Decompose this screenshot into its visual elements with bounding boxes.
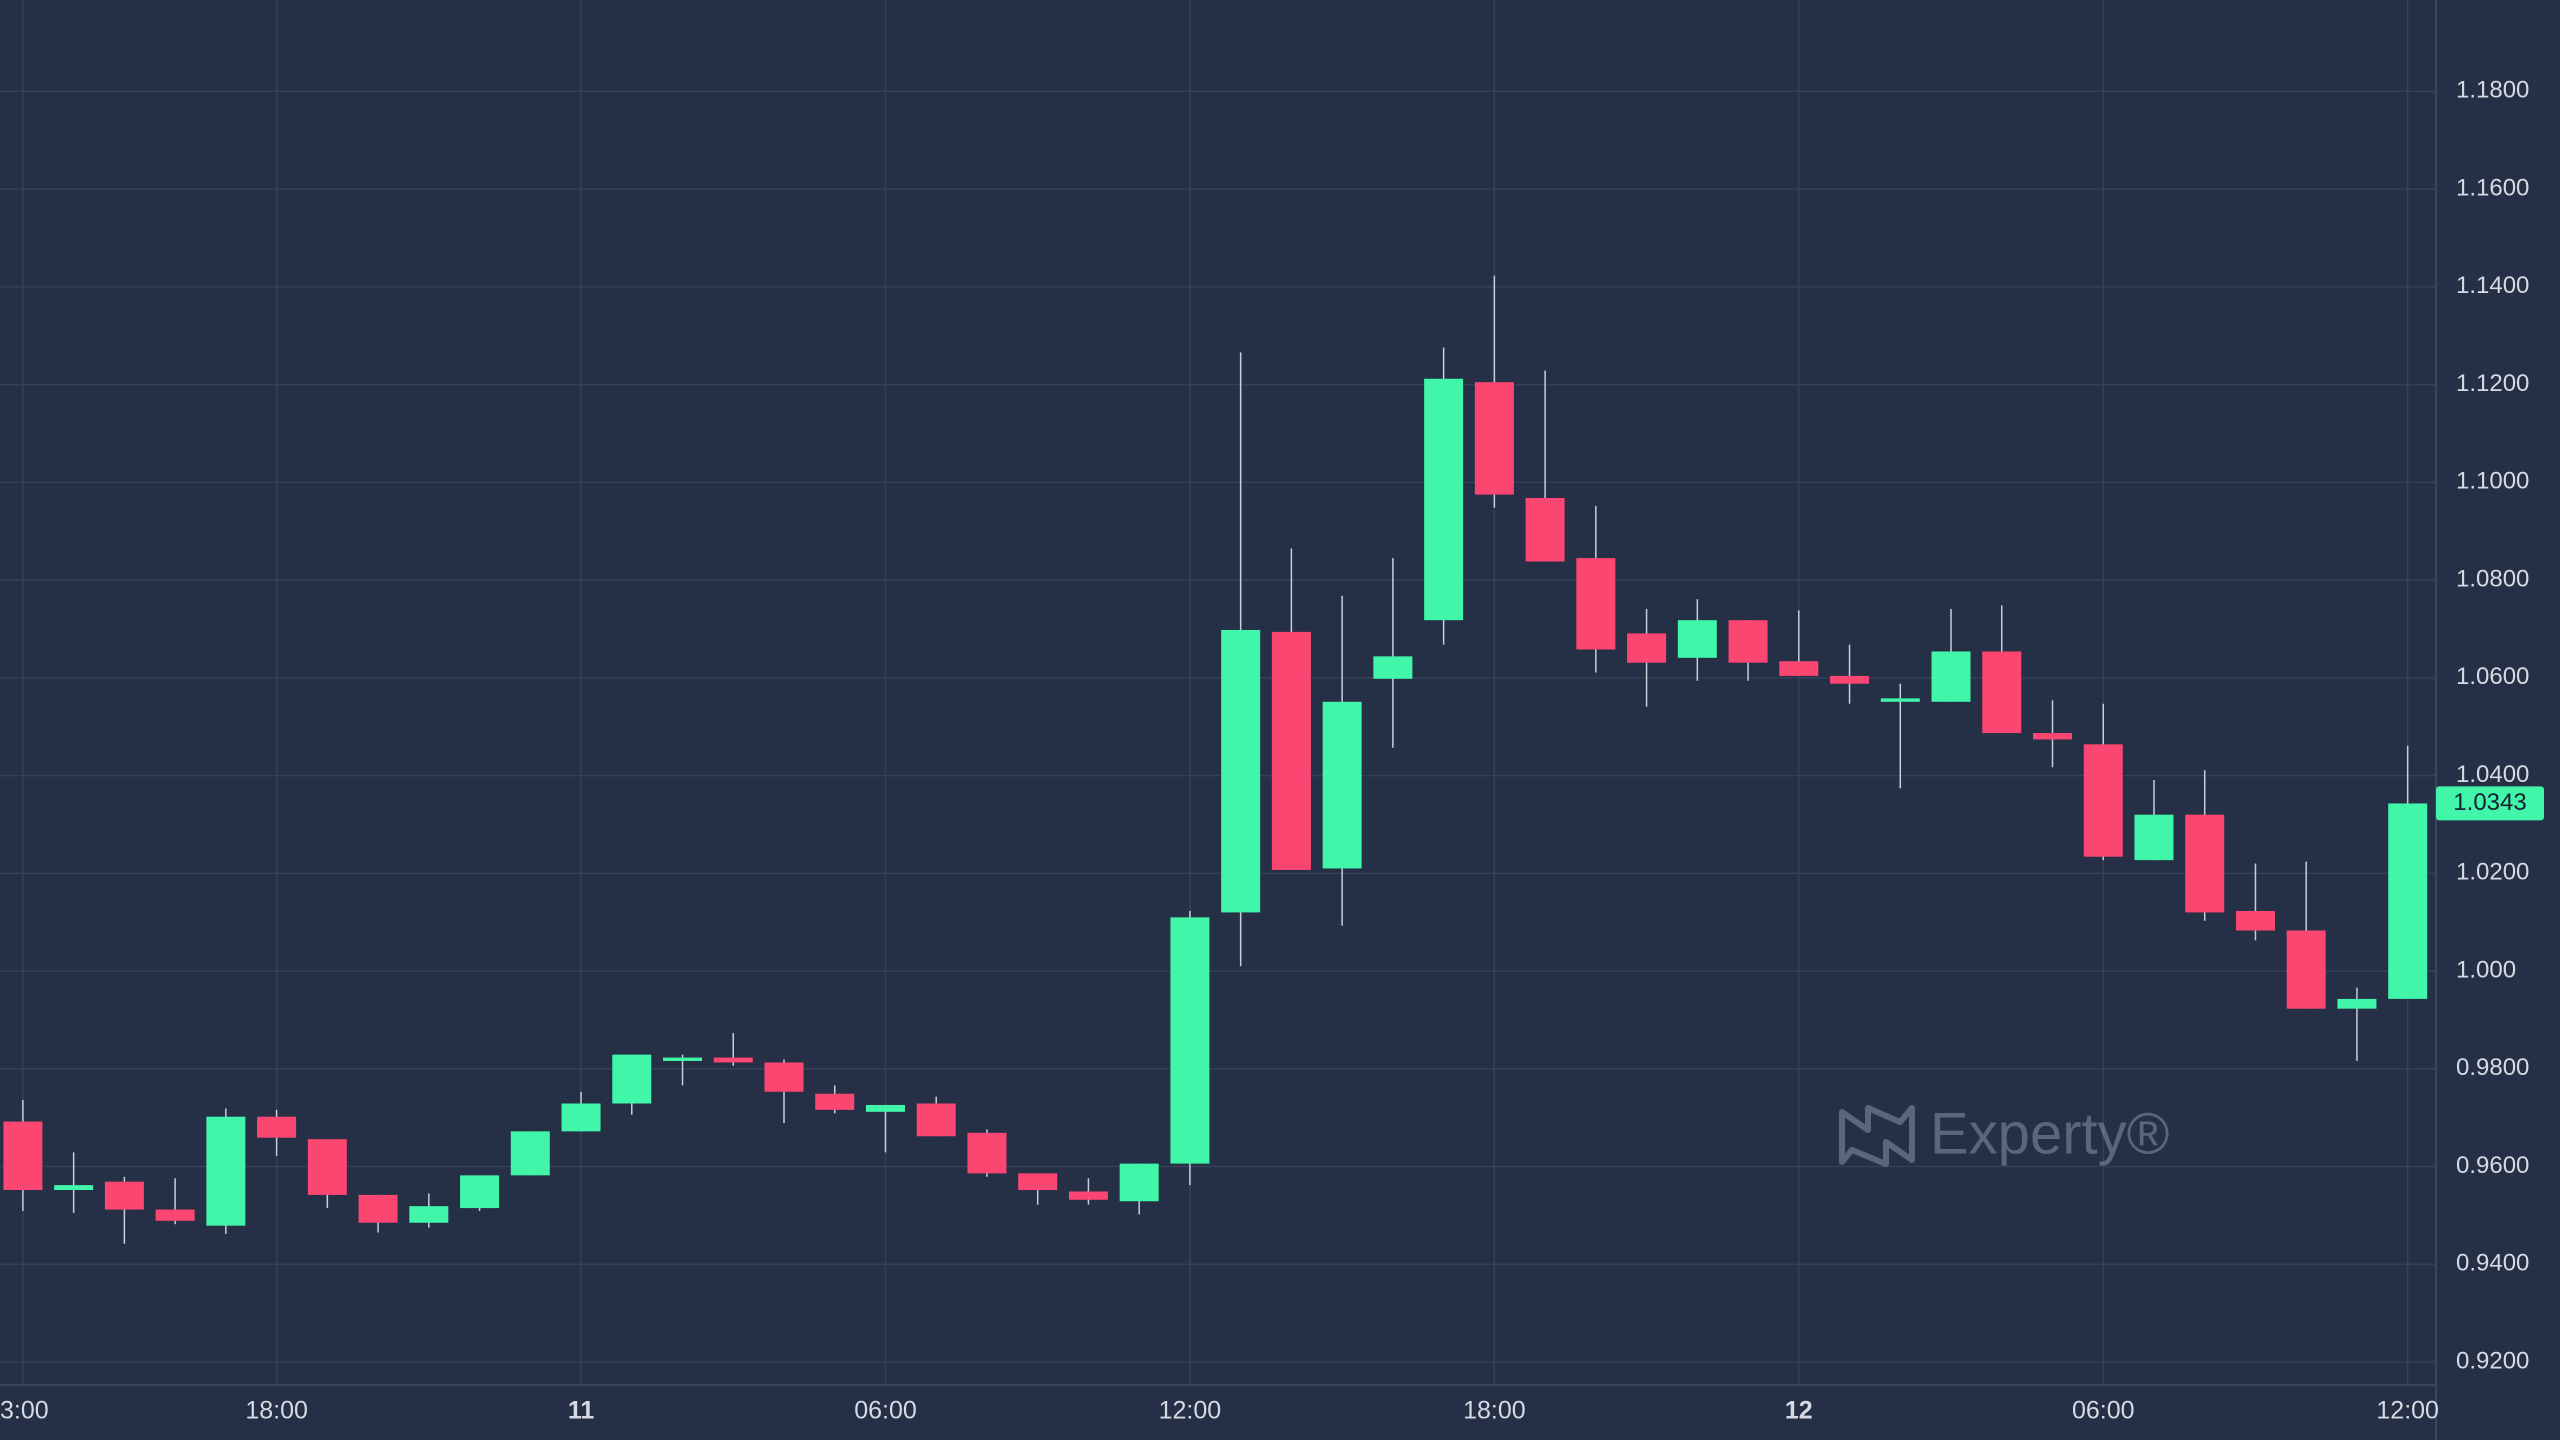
x-tick-label: 12 xyxy=(1785,1397,1813,1425)
candle-body xyxy=(1779,661,1819,676)
candle-body xyxy=(460,1175,500,1209)
y-tick-label: 0.9200 xyxy=(2456,1347,2529,1374)
x-tick-label: 18:00 xyxy=(1463,1397,1526,1425)
candle-body xyxy=(1677,620,1717,658)
candles xyxy=(3,275,2428,1244)
watermark: Experty® xyxy=(1839,1101,2169,1167)
y-tick-label: 1.1400 xyxy=(2456,272,2529,299)
x-tick-label: 18:00 xyxy=(245,1397,308,1425)
y-tick-label: 0.9400 xyxy=(2456,1250,2529,1277)
candle-body xyxy=(2388,803,2428,999)
y-tick-label: 1.1200 xyxy=(2456,370,2529,397)
candle-body xyxy=(663,1057,703,1061)
candle-body xyxy=(54,1185,94,1191)
candle-body xyxy=(1424,378,1464,621)
candle-body xyxy=(2235,910,2275,931)
candle-body xyxy=(1322,701,1362,869)
candle-body xyxy=(206,1116,246,1226)
candle-body xyxy=(1728,620,1768,663)
x-tick-label: 11 xyxy=(568,1397,595,1425)
candle-body xyxy=(1830,675,1870,684)
candle-body xyxy=(155,1209,195,1221)
x-tick-label: 06:00 xyxy=(2072,1397,2135,1425)
candle-body xyxy=(967,1132,1007,1174)
candle-body xyxy=(1982,651,2022,734)
candle-body xyxy=(2083,744,2123,857)
y-tick-label: 0.9800 xyxy=(2456,1054,2529,1081)
candle-body xyxy=(865,1104,905,1112)
y-tick-label: 1.000 xyxy=(2456,956,2516,983)
candle-body xyxy=(1068,1191,1108,1200)
candle-body xyxy=(1474,382,1514,495)
last-price-label: 1.0343 xyxy=(2453,789,2526,816)
last-price-tag xyxy=(2436,786,2544,821)
y-tick-label: 1.1000 xyxy=(2456,468,2529,495)
candle-body xyxy=(510,1131,550,1176)
candle-body xyxy=(1271,631,1311,870)
candle-body xyxy=(2337,998,2377,1009)
watermark-text: Experty® xyxy=(1930,1101,2169,1166)
x-tick-label: 12:00 xyxy=(1159,1397,1222,1425)
candle-body xyxy=(1221,629,1261,913)
candle-body xyxy=(257,1116,297,1138)
candle-body xyxy=(1170,917,1210,1164)
candle-body xyxy=(1576,558,1616,650)
y-tick-label: 1.0400 xyxy=(2456,761,2529,788)
candle-body xyxy=(1931,651,1971,702)
y-tick-label: 1.0800 xyxy=(2456,565,2529,592)
axis-labels: 1.1800 1.1600 1.1400 1.1200 1.1000 1.0800 1.06… xyxy=(0,77,2544,1425)
grid xyxy=(0,0,2436,1385)
candle-body xyxy=(1373,656,1413,679)
candle-body xyxy=(713,1057,753,1063)
y-tick-label: 1.0600 xyxy=(2456,663,2529,690)
candle-body xyxy=(2033,733,2072,740)
candle-body xyxy=(1119,1163,1159,1202)
candle-body xyxy=(1627,633,1667,663)
x-tick-label: 06:00 xyxy=(854,1397,917,1425)
candle-body xyxy=(916,1103,956,1137)
candle-body xyxy=(561,1103,601,1132)
candle-body xyxy=(2134,814,2174,861)
candle-body xyxy=(307,1139,347,1195)
y-tick-label: 1.0200 xyxy=(2456,859,2529,886)
candle-body xyxy=(1525,497,1565,562)
candle-body xyxy=(1018,1173,1058,1191)
candle-body xyxy=(358,1194,398,1223)
candle-body xyxy=(409,1206,449,1223)
y-tick-label: 1.1800 xyxy=(2456,77,2529,104)
candle-body xyxy=(815,1093,855,1110)
candle-body xyxy=(2185,814,2225,913)
candle-body xyxy=(3,1121,43,1191)
y-tick-label: 0.9600 xyxy=(2456,1152,2529,1179)
x-tick-label: 3:00 xyxy=(0,1397,49,1425)
y-tick-label: 1.1600 xyxy=(2456,174,2529,201)
candle-body xyxy=(1880,698,1920,702)
watermark-logo xyxy=(1839,1105,1915,1167)
candle-body xyxy=(612,1054,652,1104)
x-tick-label: 12:00 xyxy=(2376,1397,2439,1425)
candle-body xyxy=(764,1062,804,1092)
candle-body xyxy=(2286,930,2326,1009)
candle-body xyxy=(104,1181,144,1210)
